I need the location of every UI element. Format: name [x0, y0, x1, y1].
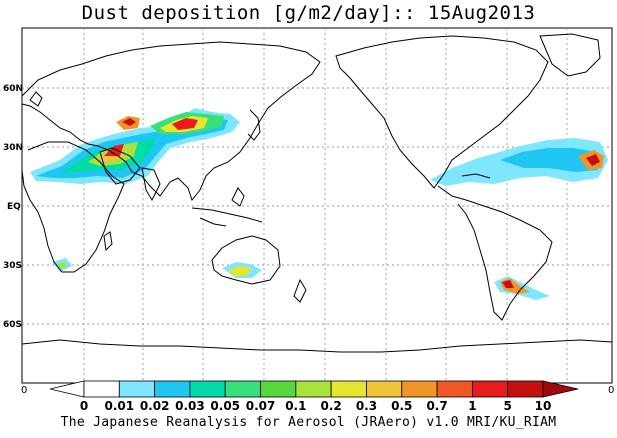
- colorbar-swatch: [295, 380, 332, 398]
- lat-label-30s: 30S: [3, 261, 22, 271]
- coast-africa: [21, 141, 125, 273]
- colorbar-swatch: [224, 380, 261, 398]
- coast-antarctica: [21, 339, 613, 353]
- colorbar-swatch: [118, 380, 156, 398]
- lon-gridlines: [83, 28, 568, 383]
- colorbar-swatch: [154, 380, 191, 398]
- colorbar-tick-label: 0.01: [105, 399, 135, 413]
- colorbar-tick-label: 0.1: [285, 399, 306, 413]
- colorbar-tick-label: 0.7: [426, 399, 447, 413]
- coast-uk: [29, 91, 43, 107]
- coast-north-america: [335, 35, 549, 189]
- colorbar-tick-label: 0.02: [140, 399, 170, 413]
- lat-label-60s: 60S: [3, 320, 22, 330]
- lat-label-eq: EQ: [7, 202, 21, 212]
- map-frame: [21, 27, 613, 384]
- colorbar-tick-label: 5: [504, 399, 512, 413]
- colorbar-swatch: [366, 380, 403, 398]
- coast-caribbean: [461, 173, 491, 179]
- colorbar-swatch: [83, 380, 120, 398]
- colorbar-swatch: [436, 380, 473, 398]
- colorbar-swatch: [471, 380, 509, 398]
- colorbar-right-arrow: [542, 380, 579, 398]
- colorbar-tick-label: 0.05: [210, 399, 240, 413]
- lat-label-60n: 60N: [3, 84, 23, 94]
- colorbar-tick-label: 10: [535, 399, 552, 413]
- corner-label-left: 0: [21, 385, 27, 396]
- coastlines: [21, 33, 613, 353]
- coast-india: [141, 167, 161, 202]
- lat-label-30n: 30N: [3, 143, 23, 153]
- colorbar-swatch: [401, 380, 438, 398]
- coast-south-america: [437, 185, 553, 321]
- colorbar-swatch: [330, 380, 367, 398]
- corner-label-right: 0: [608, 385, 614, 396]
- footer-credit: The Japanese Reanalysis for Aerosol (JRA…: [60, 415, 557, 430]
- colorbar-tick-label: 1: [468, 399, 476, 413]
- coast-japan: [247, 109, 261, 141]
- colorbar-swatch: [507, 380, 544, 398]
- coast-indonesia: [191, 207, 263, 223]
- coast-philippines: [231, 187, 245, 207]
- coast-greenland: [539, 33, 601, 77]
- map-title: Dust deposition [g/m2/day]:: 15Aug2013: [81, 2, 536, 24]
- coast-nz: [293, 278, 307, 303]
- colorbar-swatch: [189, 380, 226, 398]
- colorbar-tick-label: 0: [80, 399, 88, 413]
- colorbar-swatch: [260, 380, 297, 398]
- colorbar-tick-label: 0.2: [321, 399, 342, 413]
- lat-labels: 60N 30N EQ 30S 60S: [3, 84, 23, 330]
- lat-gridlines: [22, 87, 612, 325]
- colorbar-tick-label: 0.5: [391, 399, 412, 413]
- coast-australia: [211, 235, 281, 285]
- coast-arabia: [99, 147, 141, 185]
- colorbar: 0 0.01 0.02 0.03 0.05 0.07 0.1 0.2 0.3 0.5 0.7 1 5 10: [49, 380, 579, 413]
- coast-madagascar: [103, 231, 113, 252]
- colorbar-tick-label: 0.07: [246, 399, 276, 413]
- coast-eurasia: [21, 41, 321, 202]
- colorbar-tick-label: 0.03: [175, 399, 205, 413]
- colorbar-tick-label: 0.3: [356, 399, 377, 413]
